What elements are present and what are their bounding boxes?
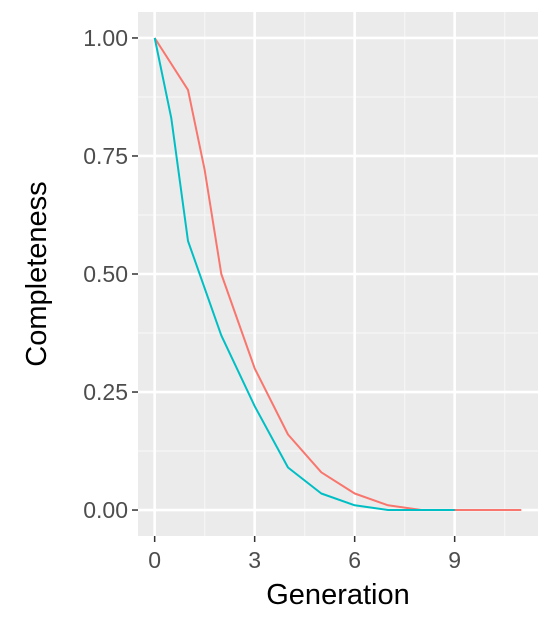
y-tick-label: 1.00	[83, 25, 128, 51]
y-tick-label: 0.00	[83, 497, 128, 523]
y-tick-label: 0.50	[83, 261, 128, 287]
grid-lines	[138, 12, 538, 536]
x-tick-label: 0	[148, 547, 161, 573]
series-line-2	[153, 37, 455, 511]
series-lines	[153, 37, 522, 511]
y-tick-label: 0.75	[83, 143, 128, 169]
x-tick-label: 6	[348, 547, 361, 573]
y-axis: 0.00 0.25 0.50 0.75 1.00	[83, 25, 138, 523]
x-axis: 0 3 6 9	[148, 536, 461, 573]
x-tick-label: 9	[448, 547, 461, 573]
x-tick-label: 3	[248, 547, 261, 573]
y-tick-label: 0.25	[83, 379, 128, 405]
y-axis-title: Completeness	[21, 181, 53, 366]
x-axis-title: Generation	[266, 579, 410, 611]
